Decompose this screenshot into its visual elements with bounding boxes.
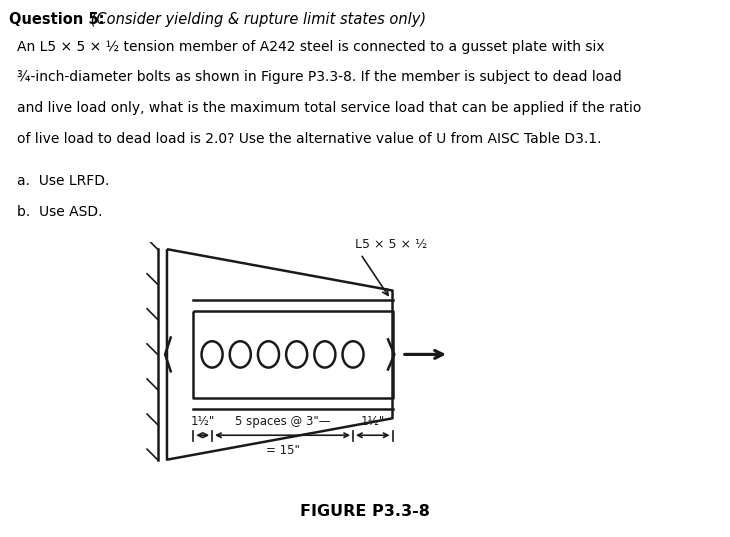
Text: L5 × 5 × ½: L5 × 5 × ½ [355, 238, 427, 251]
Text: (Consider yielding & rupture limit states only): (Consider yielding & rupture limit state… [86, 12, 426, 27]
Text: FIGURE P3.3-8: FIGURE P3.3-8 [300, 504, 430, 519]
Text: Question 5:: Question 5: [9, 12, 105, 27]
Text: 5 spaces @ 3"—: 5 spaces @ 3"— [235, 416, 330, 429]
Text: An L5 × 5 × ½ tension member of A242 steel is connected to a gusset plate with s: An L5 × 5 × ½ tension member of A242 ste… [17, 40, 604, 54]
Text: and live load only, what is the maximum total service load that can be applied i: and live load only, what is the maximum … [17, 101, 641, 115]
Text: 1½": 1½" [361, 416, 385, 429]
Text: ¾-inch-diameter bolts as shown in Figure P3.3-8. If the member is subject to dea: ¾-inch-diameter bolts as shown in Figure… [17, 70, 621, 84]
Text: = 15": = 15" [266, 444, 299, 456]
Text: b.  Use ASD.: b. Use ASD. [17, 205, 102, 219]
Text: a.  Use LRFD.: a. Use LRFD. [17, 174, 110, 188]
Text: 1½": 1½" [191, 416, 215, 429]
Text: of live load to dead load is 2.0? Use the alternative value of U from AISC Table: of live load to dead load is 2.0? Use th… [17, 132, 602, 146]
